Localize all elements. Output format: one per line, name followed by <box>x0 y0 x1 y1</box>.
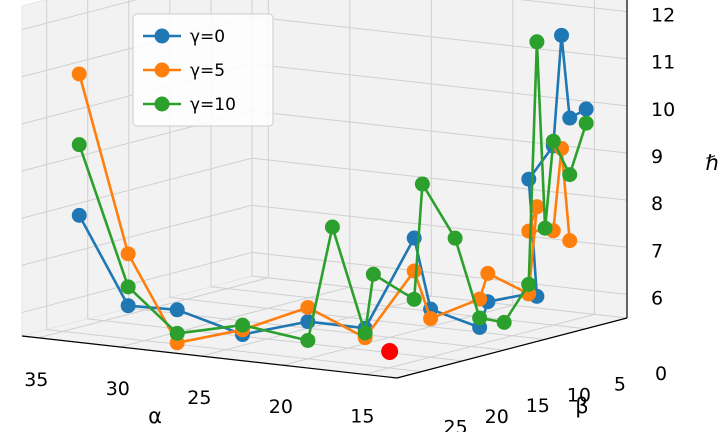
x-tick-label: 30 <box>106 378 130 400</box>
grid-y-floor <box>46 329 422 373</box>
tick-labels: 35 30 25 20 15 25 20 15 10 5 0 6 7 8 9 10 11 12 <box>24 5 675 432</box>
x-tick-label: 15 <box>350 405 374 427</box>
data-point <box>169 325 185 341</box>
axis-lines <box>21 0 628 379</box>
legend-box <box>132 13 274 127</box>
alpha-axis-line <box>21 335 398 379</box>
x-tick-label: 20 <box>269 396 293 418</box>
data-point <box>406 263 422 279</box>
data-point <box>529 199 545 215</box>
legend: γ=0 γ=5 γ=10 <box>132 13 274 127</box>
data-point <box>406 291 422 307</box>
highlight-point <box>381 343 399 361</box>
grid-x-floor <box>364 313 595 375</box>
grid-y-floor <box>210 286 586 330</box>
y-axis-label: β <box>575 394 588 418</box>
x-tick-label: 35 <box>24 369 48 391</box>
data-point <box>71 207 87 223</box>
series-layer <box>71 27 594 361</box>
legend-label: γ=5 <box>190 61 225 81</box>
data-point <box>562 110 578 126</box>
data-point <box>300 299 316 315</box>
data-point <box>537 220 553 236</box>
data-point <box>521 276 537 292</box>
z-tick-label: 6 <box>651 287 663 309</box>
z-tick-label: 7 <box>651 240 663 262</box>
y-tick-label: 5 <box>614 374 626 396</box>
grid-z-left <box>21 0 138 31</box>
data-point <box>578 115 594 131</box>
legend-marker <box>154 28 170 44</box>
back-wall-pane <box>251 0 628 319</box>
y-tick-label: 0 <box>655 363 667 385</box>
z-tick-label: 11 <box>651 52 675 74</box>
data-point <box>120 298 136 314</box>
data-point <box>120 246 136 262</box>
data-point <box>447 230 463 246</box>
data-point <box>357 325 373 341</box>
data-point <box>521 171 537 187</box>
data-point <box>496 314 512 330</box>
data-point <box>423 311 439 327</box>
data-point <box>529 34 545 50</box>
z-tick-label: 9 <box>651 146 663 168</box>
legend-marker <box>154 96 170 112</box>
data-point <box>365 266 381 282</box>
grid-z-back <box>519 0 628 13</box>
legend-entry: γ=0 <box>143 27 225 47</box>
data-point <box>554 27 570 43</box>
data-point <box>562 167 578 183</box>
y-tick-label: 25 <box>444 417 468 432</box>
grid-z-left <box>21 251 253 313</box>
z-tick-label: 10 <box>651 99 675 121</box>
grid-y-floor <box>251 275 628 319</box>
data-point <box>324 219 340 235</box>
beta-axis-line <box>396 317 628 379</box>
x-axis-label: α <box>148 404 162 428</box>
legend-entry: γ=5 <box>143 61 225 81</box>
data-point <box>71 137 87 153</box>
data-point <box>578 101 594 117</box>
z-tick-label: 8 <box>651 193 663 215</box>
x-tick-label: 25 <box>187 387 211 409</box>
series-2 <box>71 34 594 348</box>
grid-y-floor <box>87 318 463 362</box>
grid-z-back <box>251 63 628 107</box>
legend-label: γ=0 <box>190 27 225 47</box>
legend-label: γ=10 <box>190 95 236 115</box>
grid-z-back <box>251 16 628 60</box>
data-point <box>169 302 185 318</box>
data-point <box>562 233 578 249</box>
legend-entry: γ=10 <box>143 95 236 115</box>
grid-z-left <box>21 157 253 219</box>
legend-marker <box>154 62 170 78</box>
y-tick-label: 20 <box>485 406 509 428</box>
grid-z-left <box>21 204 253 266</box>
data-point <box>480 265 496 281</box>
grid-z-back <box>251 251 628 295</box>
z-tick-label: 12 <box>651 5 675 27</box>
data-point <box>521 223 537 239</box>
data-point <box>414 176 430 192</box>
data-point <box>71 66 87 82</box>
z-axis-label: ℏ <box>705 151 718 175</box>
data-point <box>235 317 251 333</box>
data-point <box>472 310 488 326</box>
grid-x-floor <box>201 295 432 357</box>
y-tick-label: 10 <box>567 384 591 406</box>
data-point <box>545 133 561 149</box>
y-tick-label: 15 <box>526 395 550 417</box>
data-point <box>300 332 316 348</box>
data-point <box>120 279 136 295</box>
grid-x-floor <box>119 286 350 348</box>
